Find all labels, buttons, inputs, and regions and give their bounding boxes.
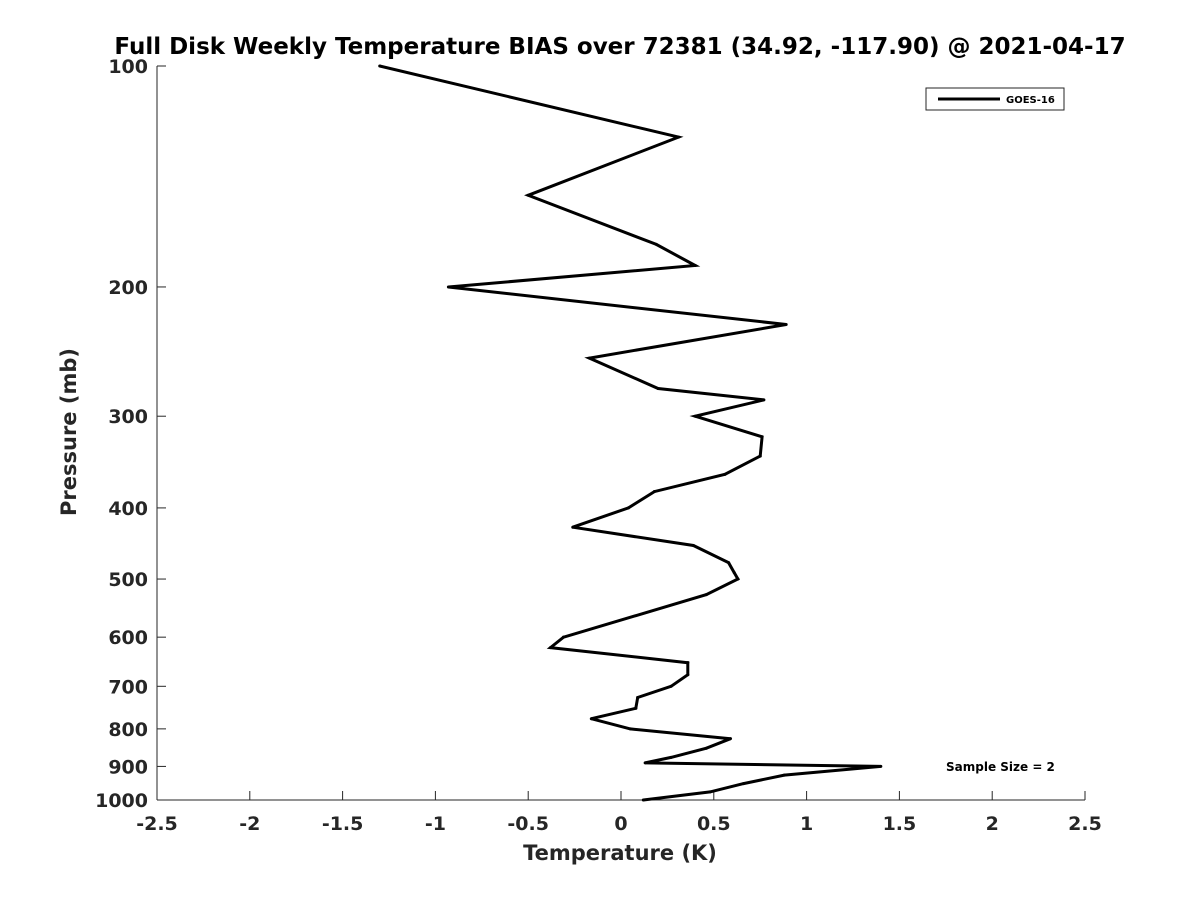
data-point (652, 490, 656, 494)
data-point (571, 525, 575, 529)
y-tick-label: 800 (108, 719, 148, 741)
data-point (741, 782, 745, 786)
x-tick-label: -1.5 (322, 813, 364, 835)
data-point (693, 414, 697, 418)
sample-size-annotation: Sample Size = 2 (946, 760, 1055, 774)
data-point (762, 398, 766, 402)
x-axis-label: Temperature (K) (523, 841, 717, 865)
data-point (643, 761, 647, 765)
y-tick-label: 100 (108, 56, 148, 78)
data-point (691, 543, 695, 547)
data-point (758, 454, 762, 458)
data-point (686, 661, 690, 665)
data-point (641, 798, 645, 802)
x-tick-label: -2.5 (136, 813, 178, 835)
data-point (669, 755, 673, 759)
x-tick-label: -1 (425, 813, 446, 835)
data-point (708, 790, 712, 794)
data-point (732, 571, 736, 575)
data-point (704, 746, 708, 750)
legend: GOES-16 (925, 87, 1065, 111)
x-axis-ticks: -2.5 -2 -1.5 -1 -0.5 0 0.5 1 1.5 2 2.5 (136, 791, 1102, 835)
data-point (729, 737, 733, 741)
x-tick-label: -2 (239, 813, 260, 835)
y-tick-label: 300 (108, 406, 148, 428)
legend-label-goes-16: GOES-16 (1006, 95, 1055, 106)
data-point (686, 673, 690, 677)
data-point (587, 356, 591, 360)
data-point (704, 593, 708, 597)
data-point (634, 706, 638, 710)
data-point (446, 285, 450, 289)
y-tick-label: 1000 (95, 790, 148, 812)
data-point (526, 193, 530, 197)
x-tick-label: 2.5 (1068, 813, 1102, 835)
y-tick-label: 600 (108, 627, 148, 649)
data-point (654, 242, 658, 246)
data-point (636, 695, 640, 699)
data-point (548, 646, 552, 650)
data-point (784, 323, 788, 327)
y-tick-label: 900 (108, 756, 148, 778)
data-point (693, 264, 697, 268)
y-tick-label: 500 (108, 569, 148, 591)
data-point (656, 386, 660, 390)
x-tick-label: 0 (614, 813, 627, 835)
data-point (723, 472, 727, 476)
y-tick-label: 400 (108, 498, 148, 520)
x-tick-label: 1 (800, 813, 813, 835)
chart-title: Full Disk Weekly Temperature BIAS over 7… (114, 34, 1125, 60)
data-point (782, 773, 786, 777)
data-point (589, 717, 593, 721)
data-point (736, 577, 740, 581)
x-tick-label: 0.5 (697, 813, 731, 835)
y-axis-label: Pressure (mb) (57, 348, 81, 516)
data-point (669, 684, 673, 688)
data-point (561, 635, 565, 639)
data-point (727, 561, 731, 565)
data-point (628, 727, 632, 731)
series-line-goes-16 (379, 64, 881, 802)
y-tick-label: 200 (108, 277, 148, 299)
data-point (378, 64, 382, 68)
series-layer (378, 64, 883, 802)
x-tick-label: -0.5 (507, 813, 549, 835)
data-point (677, 135, 681, 139)
data-point (760, 435, 764, 439)
x-tick-label: 2 (986, 813, 999, 835)
data-point (626, 506, 630, 510)
data-point (879, 764, 883, 768)
y-axis-ticks: 100 200 300 400 500 600 700 800 900 1000 (95, 56, 166, 812)
x-tick-label: 1.5 (883, 813, 917, 835)
y-tick-label: 700 (108, 676, 148, 698)
